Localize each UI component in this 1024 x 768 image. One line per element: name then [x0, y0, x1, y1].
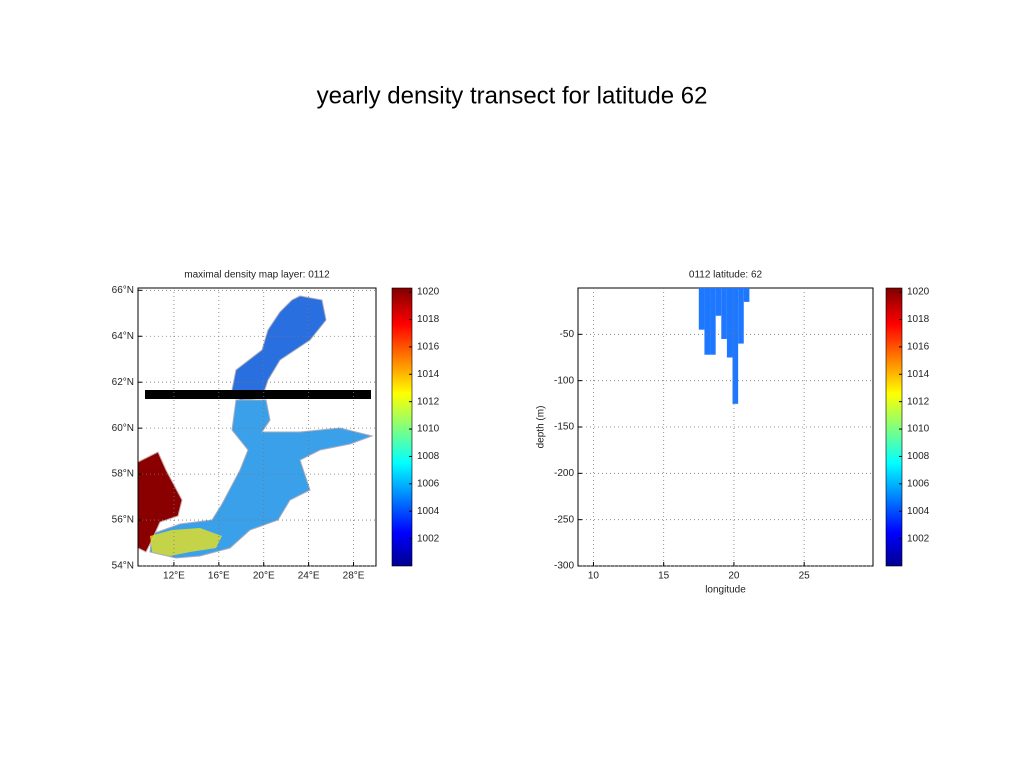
colorbar-tick-label: 1010 — [907, 424, 930, 435]
bar — [743, 288, 750, 302]
y-tick-label: -50 — [560, 329, 575, 340]
bar — [710, 288, 716, 355]
y-tick-label: -150 — [554, 422, 574, 433]
colorbar-tick-label: 1014 — [417, 369, 440, 380]
colorbar-tick-label: 1002 — [417, 533, 440, 544]
x-tick-label: 15 — [658, 571, 670, 582]
x-tick-label: 25 — [799, 571, 811, 582]
colorbar-tick-label: 1012 — [907, 396, 930, 407]
colorbar-tick-label: 1004 — [417, 506, 440, 517]
bar — [738, 288, 744, 344]
bar — [721, 288, 727, 339]
colorbar-tick-label: 1016 — [417, 342, 440, 353]
y-tick-label: 58°N — [112, 469, 134, 480]
bar — [704, 288, 711, 355]
y-tick-label: -200 — [554, 468, 574, 479]
colorbar-tick-label: 1014 — [907, 369, 930, 380]
colorbar-tick-label: 1010 — [417, 424, 440, 435]
colorbar-tick-label: 1020 — [907, 287, 930, 298]
bar — [726, 288, 733, 358]
map-image — [137, 295, 374, 559]
colorbar-tick-label: 1016 — [907, 342, 930, 353]
y-tick-label: 62°N — [112, 377, 134, 388]
colorbar-tick-label: 1002 — [907, 533, 930, 544]
colorbar-tick-label: 1008 — [907, 451, 930, 462]
chart-title: maximal density map layer: 0112 — [184, 270, 330, 281]
y-tick-label: -100 — [554, 375, 574, 386]
colorbar-tick-label: 1004 — [907, 506, 930, 517]
x-tick-label: 12°E — [163, 571, 185, 582]
x-tick-label: 20 — [728, 571, 740, 582]
y-tick-label: 60°N — [112, 423, 134, 434]
colorbar — [391, 287, 413, 567]
colorbar-tick-label: 1006 — [417, 478, 440, 489]
colorbar-tick-label: 1008 — [417, 451, 440, 462]
x-tick-label: 20°E — [253, 571, 275, 582]
y-tick-label: -250 — [554, 514, 574, 525]
bar — [698, 288, 705, 330]
colorbar-tick-label: 1018 — [907, 314, 930, 325]
slide-title: yearly density transect for latitude 62 — [317, 82, 708, 109]
y-tick-label: 66°N — [112, 285, 134, 296]
bar — [732, 288, 739, 404]
x-tick-label: 28°E — [343, 571, 365, 582]
x-tick-label: 16°E — [208, 571, 230, 582]
bar — [715, 288, 722, 316]
y-tick-label: 56°N — [112, 515, 134, 526]
y-tick-label: -300 — [554, 561, 574, 572]
y-axis-label: depth (m) — [536, 406, 547, 449]
y-tick-label: 64°N — [112, 331, 134, 342]
map-frame — [137, 287, 377, 567]
colorbar-tick-label: 1006 — [907, 478, 930, 489]
colorbar-tick-label: 1020 — [417, 287, 440, 298]
colorbar-tick-label: 1018 — [417, 314, 440, 325]
y-tick-label: 54°N — [112, 561, 134, 572]
x-tick-label: 24°E — [298, 571, 320, 582]
colorbar — [885, 287, 903, 567]
chart-title: 0112 latitude: 62 — [689, 270, 763, 281]
x-axis-label: longitude — [705, 585, 746, 596]
colorbar-tick-label: 1012 — [417, 396, 440, 407]
x-tick-label: 10 — [588, 571, 600, 582]
